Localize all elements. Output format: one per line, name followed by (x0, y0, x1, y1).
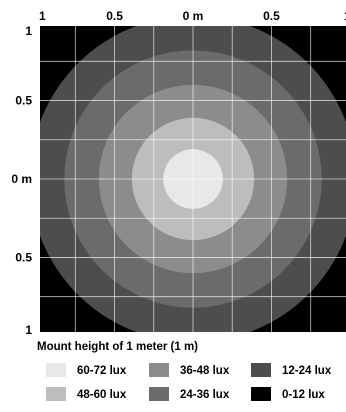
y-tick-labels: 1 0.5 0 m 0.5 1 (11, 24, 32, 337)
legend-label: 36-48 lux (180, 365, 230, 377)
legend-item: 0-12 lux (251, 387, 325, 401)
legend-label: 24-36 lux (180, 389, 230, 401)
chart-caption: Mount height of 1 meter (1 m) (37, 341, 198, 353)
y-tick-label: 0.5 (15, 94, 32, 108)
legend-swatch (46, 363, 66, 377)
legend-swatch (251, 363, 271, 377)
legend-swatch (149, 387, 169, 401)
legend-swatch (149, 363, 169, 377)
x-tick-label: 1 (344, 9, 346, 23)
y-tick-label: 0 m (11, 172, 32, 186)
x-tick-label: 1 (39, 9, 46, 23)
x-tick-label: 0.5 (106, 9, 123, 23)
legend-label: 12-24 lux (282, 365, 332, 377)
legend-item: 60-72 lux (46, 363, 127, 377)
legend: 60-72 lux 36-48 lux 12-24 lux 48-60 lux 24-3… (46, 363, 332, 401)
y-tick-label: 1 (25, 24, 32, 38)
legend-swatch (46, 387, 66, 401)
legend-item: 12-24 lux (251, 363, 332, 377)
x-tick-labels: 1 0.5 0 m 0.5 1 (39, 9, 346, 23)
legend-label: 0-12 lux (282, 389, 325, 401)
legend-label: 60-72 lux (77, 365, 127, 377)
x-tick-label: 0.5 (263, 9, 280, 23)
grid-lines (40, 26, 346, 332)
legend-swatch (251, 387, 271, 401)
legend-label: 48-60 lux (77, 389, 127, 401)
legend-item: 36-48 lux (149, 363, 230, 377)
legend-item: 24-36 lux (149, 387, 230, 401)
y-tick-label: 1 (25, 323, 32, 337)
y-tick-label: 0.5 (15, 250, 32, 264)
x-tick-label: 0 m (183, 9, 204, 23)
legend-item: 48-60 lux (46, 387, 127, 401)
